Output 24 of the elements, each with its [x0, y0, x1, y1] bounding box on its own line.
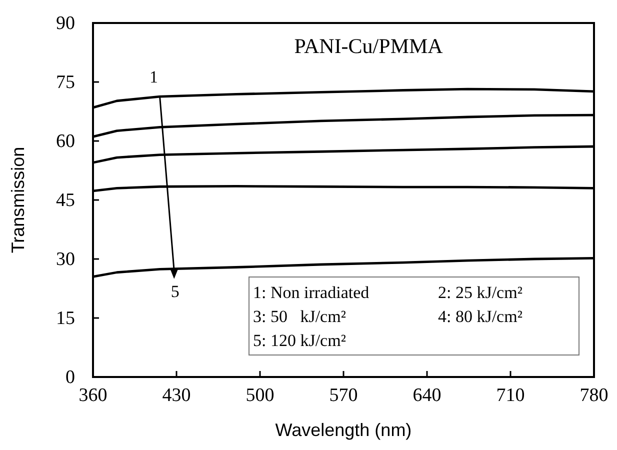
y-tick-label: 90	[56, 13, 75, 34]
annotation: 1	[150, 68, 158, 87]
x-tick-label: 430	[162, 385, 191, 406]
annotation: 4: 80 kJ/cm²	[438, 307, 522, 326]
y-tick-label: 45	[56, 190, 75, 211]
x-tick-label: 500	[246, 385, 274, 406]
x-tick-label: 780	[580, 385, 608, 406]
y-tick-label: 75	[56, 72, 75, 93]
y-axis-title: Transmission	[8, 146, 28, 254]
x-axis-title: Wavelength (nm)	[275, 420, 412, 440]
y-tick-label: 0	[66, 367, 75, 388]
y-tick-label: 60	[56, 131, 75, 152]
x-tick-label: 640	[412, 385, 442, 406]
annotation: 1: Non irradiated	[253, 283, 370, 302]
y-tick-label: 30	[56, 249, 75, 270]
annotation: 3: 50 kJ/cm²	[253, 307, 346, 326]
x-tick-label: 570	[329, 385, 358, 406]
annotation: 2: 25 kJ/cm²	[438, 283, 522, 302]
x-tick-label: 360	[78, 385, 108, 406]
annotation: 5: 120 kJ/cm²	[253, 331, 346, 350]
annotation: 5	[170, 282, 180, 301]
x-tick-label: 710	[496, 385, 525, 406]
text: PANI-Cu/PMMA	[294, 34, 444, 58]
y-tick-label: 15	[56, 308, 75, 329]
